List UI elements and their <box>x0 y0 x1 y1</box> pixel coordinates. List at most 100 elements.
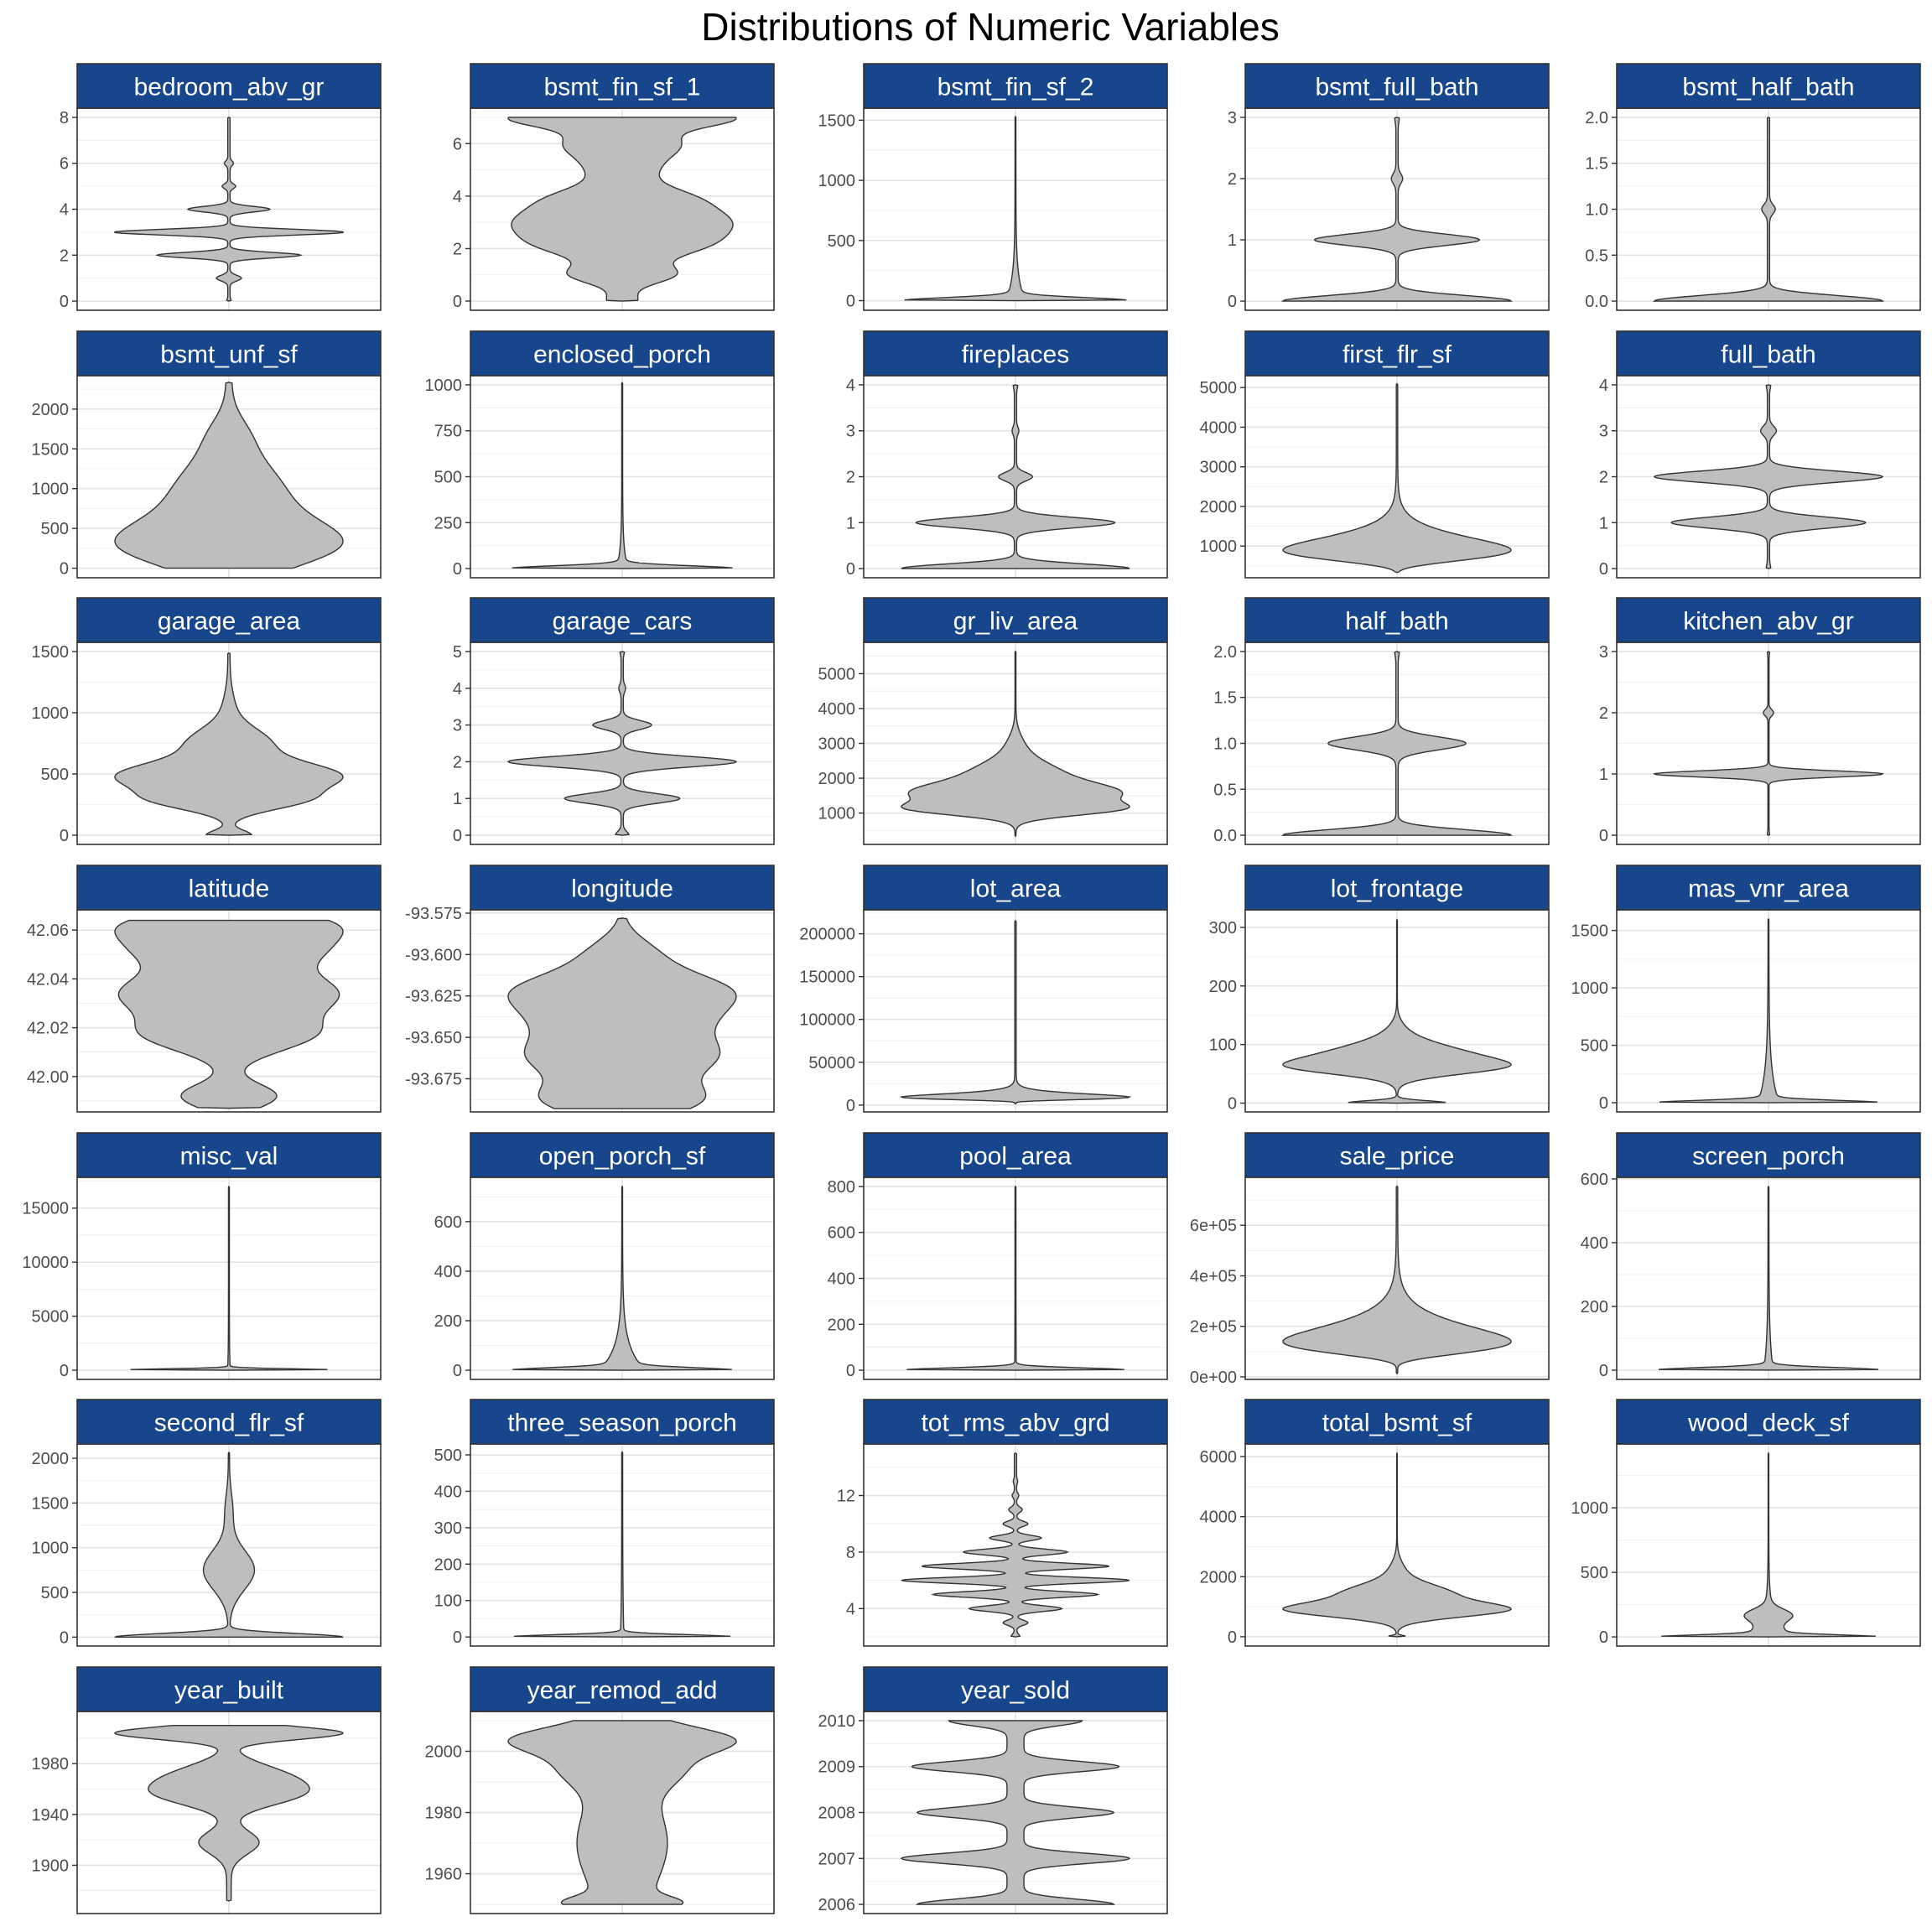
y-tick-label: 1 <box>1228 231 1237 250</box>
y-tick-label: 0 <box>60 293 69 311</box>
violin-shape-year_built <box>114 1724 344 1902</box>
y-tick-label: 1980 <box>425 1805 463 1823</box>
violin-panel-total_bsmt_sf: total_bsmt_sf 0 2000 4000 6000 <box>1200 1399 1550 1647</box>
y-tick-label: 2.0 <box>1213 643 1237 662</box>
violin-panel-half_bath: half_bath 0.0 0.5 1.0 1.5 2.0 <box>1213 597 1550 845</box>
y-tick-label: 200 <box>1581 1298 1608 1317</box>
strip-background <box>470 1666 775 1712</box>
violin-shape-fireplaces <box>901 384 1130 569</box>
y-tick-label: 0.5 <box>1213 781 1237 799</box>
violin-panel-three_season_porch: three_season_porch 0 100 200 300 400 500 <box>434 1399 775 1647</box>
violin-panel-enclosed_porch: enclosed_porch 0 250 500 750 1000 <box>425 330 775 579</box>
y-tick-label: 2009 <box>818 1758 856 1777</box>
strip-background <box>76 63 382 109</box>
y-tick-label: 1500 <box>1571 922 1609 941</box>
violin-shape-longitude <box>507 917 737 1109</box>
y-tick-label: 2000 <box>32 401 70 419</box>
strip-label: three_season_porch <box>507 1410 737 1437</box>
y-tick-label: 8 <box>846 1544 855 1562</box>
y-tick-label: 0 <box>60 560 69 579</box>
strip-label: bsmt_half_bath <box>1682 74 1854 101</box>
violin-panel-bsmt_half_bath: bsmt_half_bath 0.0 0.5 1.0 1.5 2.0 <box>1585 63 1921 311</box>
y-tick-label: 3 <box>846 423 855 441</box>
y-tick-label: 4 <box>453 680 462 699</box>
violin-panel-bsmt_unf_sf: bsmt_unf_sf 0 500 1000 1500 2000 <box>32 330 382 579</box>
strip-label: gr_liv_area <box>953 608 1078 636</box>
strip-background <box>1244 330 1550 377</box>
violin-shape-kitchen_abv_gr <box>1653 651 1884 836</box>
y-tick-label: 150000 <box>799 969 855 987</box>
y-tick-label: 0 <box>846 1097 855 1115</box>
strip-background <box>1616 597 1921 643</box>
y-tick-label: 2 <box>1228 170 1237 189</box>
y-tick-label: 0 <box>60 827 69 845</box>
y-tick-label: 1980 <box>32 1755 70 1774</box>
strip-background <box>76 330 382 377</box>
violin-shape-lot_area <box>899 920 1132 1105</box>
strip-label: enclosed_porch <box>533 341 711 369</box>
violin-shape-bedroom_abv_gr <box>114 117 344 302</box>
y-tick-label: 50000 <box>808 1054 855 1072</box>
y-tick-label: 1.5 <box>1585 155 1608 174</box>
strip-label: second_flr_sf <box>154 1410 304 1437</box>
violin-shape-mas_vnr_area <box>1659 917 1878 1104</box>
violin-panel-wood_deck_sf: wood_deck_sf 0 500 1000 <box>1571 1399 1921 1647</box>
violin-shape-garage_area <box>114 652 344 836</box>
strip-label: year_remod_add <box>527 1677 718 1705</box>
y-tick-label: 200 <box>434 1312 462 1331</box>
y-tick-label: 1000 <box>425 377 463 395</box>
y-tick-label: 3 <box>1599 643 1608 662</box>
y-tick-label: 12 <box>837 1488 855 1506</box>
y-tick-label: 400 <box>828 1270 855 1289</box>
strip-label: bsmt_fin_sf_2 <box>937 74 1094 101</box>
y-tick-label: 2 <box>1599 469 1608 487</box>
strip-background <box>76 865 382 911</box>
violin-panel-gr_liv_area: gr_liv_area 1000 2000 3000 4000 5000 <box>818 597 1168 845</box>
violin-shape-second_flr_sf <box>114 1452 344 1639</box>
y-tick-label: 200000 <box>799 926 855 944</box>
strip-label: year_built <box>174 1677 284 1705</box>
y-tick-label: 3 <box>1599 423 1608 441</box>
y-tick-label: 0 <box>1599 1094 1608 1113</box>
y-tick-label: 0 <box>60 1628 69 1647</box>
strip-label: lot_frontage <box>1331 875 1463 903</box>
y-tick-label: -93.650 <box>405 1029 462 1047</box>
violin-panel-garage_area: garage_area 0 500 1000 1500 <box>32 597 382 845</box>
chart-title: Distributions of Numeric Variables <box>701 5 1279 49</box>
strip-background <box>470 63 775 109</box>
y-tick-label: 1500 <box>32 1494 70 1513</box>
strip-background <box>1244 63 1550 109</box>
y-tick-label: 0 <box>453 1628 462 1647</box>
y-tick-label: 2000 <box>425 1742 463 1761</box>
y-tick-label: 15000 <box>22 1200 69 1218</box>
violin-panel-bsmt_fin_sf_2: bsmt_fin_sf_2 0 500 1000 1500 <box>818 63 1168 311</box>
y-tick-label: 3 <box>1228 109 1237 127</box>
y-tick-label: 0 <box>846 1362 855 1380</box>
y-tick-label: 8 <box>60 109 69 127</box>
y-tick-label: 0 <box>453 560 462 579</box>
y-tick-label: 2 <box>60 247 69 265</box>
y-tick-label: 2e+05 <box>1190 1318 1237 1337</box>
strip-label: wood_deck_sf <box>1687 1410 1849 1437</box>
violin-panel-tot_rms_abv_grd: tot_rms_abv_grd 4 8 12 <box>837 1399 1168 1647</box>
strip-label: pool_area <box>959 1143 1072 1171</box>
violin-shape-first_flr_sf <box>1282 382 1512 574</box>
violin-shape-three_season_porch <box>513 1451 731 1638</box>
y-tick-label: 400 <box>434 1263 462 1281</box>
y-tick-label: 5 <box>453 643 462 662</box>
strip-background <box>470 1399 775 1445</box>
y-tick-label: 1000 <box>1200 538 1238 556</box>
y-tick-label: 1 <box>453 790 462 808</box>
y-tick-label: 0 <box>1599 1628 1608 1647</box>
y-tick-label: 200 <box>828 1316 855 1334</box>
violin-panel-kitchen_abv_gr: kitchen_abv_gr 0 1 2 3 <box>1599 597 1921 845</box>
strip-label: lot_area <box>970 875 1062 903</box>
y-tick-label: 1900 <box>32 1857 70 1875</box>
y-tick-label: 2 <box>846 469 855 487</box>
strip-label: bsmt_fin_sf_1 <box>544 74 701 101</box>
y-tick-label: 1000 <box>818 805 856 823</box>
violin-shape-bsmt_half_bath <box>1652 117 1885 302</box>
violin-shape-garage_cars <box>506 651 738 836</box>
violin-panel-latitude: latitude 42.00 42.02 42.04 42.06 <box>27 865 382 1113</box>
